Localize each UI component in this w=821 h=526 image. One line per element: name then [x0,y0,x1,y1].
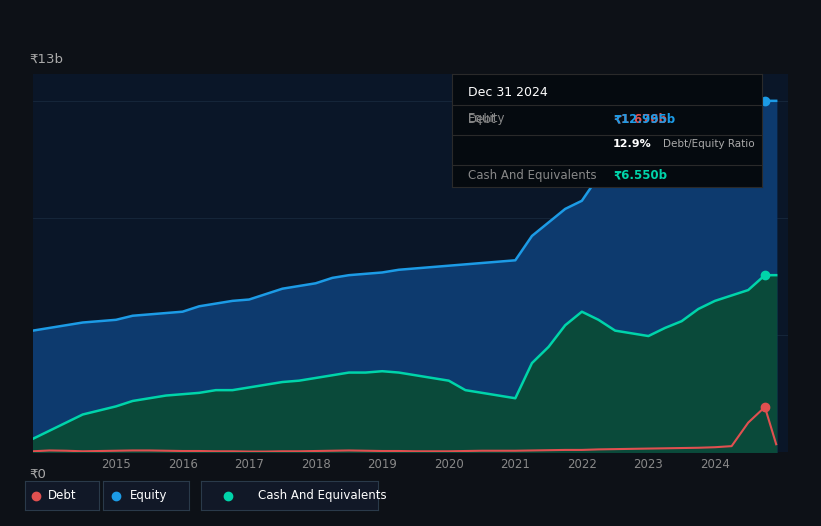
Text: ₹1.676b: ₹1.676b [613,113,667,126]
Text: ₹6.550b: ₹6.550b [613,169,667,182]
Text: Cash And Equivalents: Cash And Equivalents [258,489,386,502]
Text: Debt: Debt [467,113,496,126]
Text: Equity: Equity [467,113,505,125]
Text: Debt/Equity Ratio: Debt/Equity Ratio [663,139,754,149]
Text: 12.9%: 12.9% [613,139,652,149]
Text: ₹0: ₹0 [29,468,46,481]
Text: ₹13b: ₹13b [29,53,63,66]
Text: Debt: Debt [48,489,77,502]
Text: Cash And Equivalents: Cash And Equivalents [467,169,596,182]
Text: ₹12.995b: ₹12.995b [613,113,675,125]
Text: Equity: Equity [131,489,167,502]
Text: Dec 31 2024: Dec 31 2024 [467,86,548,99]
